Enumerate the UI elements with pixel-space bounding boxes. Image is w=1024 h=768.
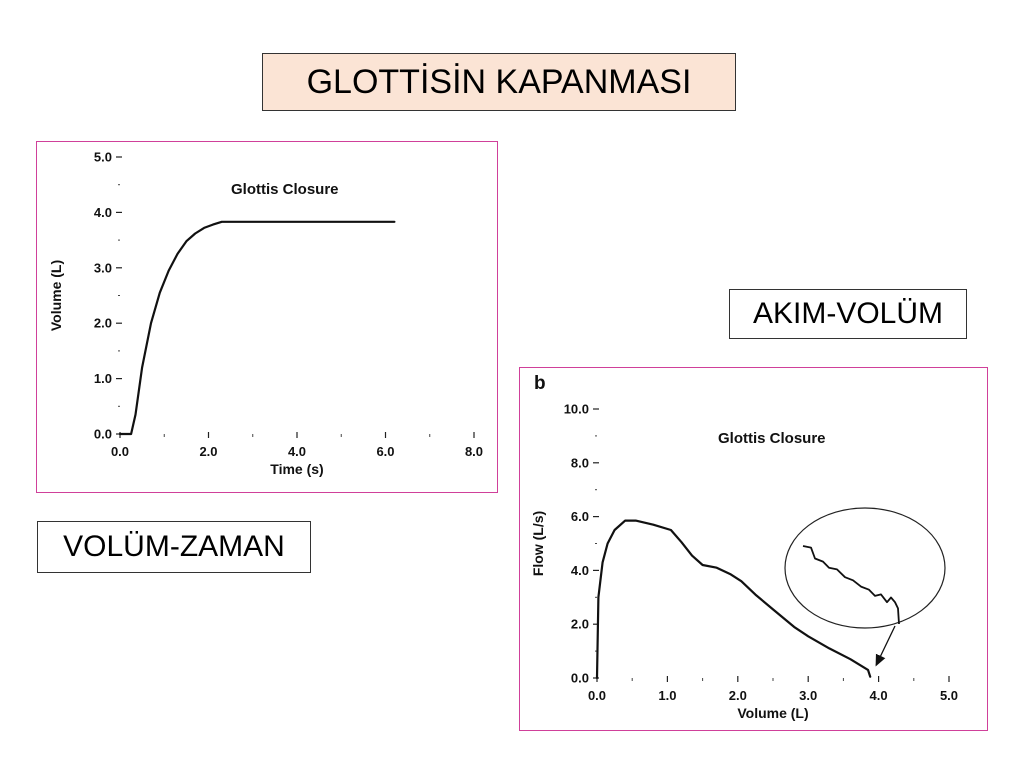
x-tick-label: 3.0 [799,688,817,703]
x-tick-label: 1.0 [658,688,676,703]
y-tick-label: 1.0 [94,371,112,386]
y-axis-title: Flow (L/s) [530,511,546,576]
y-tick-label: 0.0 [94,427,112,442]
y-tick-label: 8.0 [571,455,589,470]
y-tick-label: 10.0 [564,402,589,417]
y-tick-label: 5.0 [94,150,112,165]
y-axis-title: Volume (L) [48,260,64,331]
chart-title: Glottis Closure [718,430,826,447]
y-tick-label: 0.0 [571,671,589,686]
x-tick-label: 5.0 [940,688,958,703]
x-tick-label: 0.0 [111,444,129,459]
zoom-arrow [875,625,896,667]
panel-letter-b: b [534,373,546,394]
volume-time-label: VOLÜM-ZAMAN [37,521,311,573]
volume-time-panel: 0.0 1.0 2.0 3.0 4.0 5.0 0.0 2.0 4.0 6.0 8.0 Time (s… [36,141,498,493]
x-tick-label: 4.0 [288,444,306,459]
flow-volume-panel: 0.0 2.0 4.0 6.0 8.0 10.0 0.0 1.0 2.0 3.0 4.0 5.0 Vol… [519,367,988,731]
y-tick-label: 2.0 [571,617,589,632]
chart-title: Glottis Closure [231,181,339,198]
zoom-inset-ellipse [784,507,946,629]
x-tick-label: 2.0 [729,688,747,703]
y-tick-label: 6.0 [571,509,589,524]
volume-time-chart: 0.0 1.0 2.0 3.0 4.0 5.0 0.0 2.0 4.0 6.0 8.0 Time (s… [48,150,483,478]
y-tick-label: 3.0 [94,260,112,275]
series-line [595,519,872,680]
y-tick-label: 2.0 [94,316,112,331]
x-axis-title: Volume (L) [737,705,808,721]
y-tick-label: 4.0 [94,205,112,220]
y-tick-label: 4.0 [571,563,589,578]
zoom-inset-trace [802,545,900,625]
x-axis-title: Time (s) [270,461,323,477]
x-tick-label: 4.0 [870,688,888,703]
flow-volume-label: AKIM-VOLÜM [729,289,967,339]
series-line [118,220,396,436]
x-tick-label: 0.0 [588,688,606,703]
slide-title: GLOTTİSİN KAPANMASI [262,53,736,111]
flow-volume-chart: 0.0 2.0 4.0 6.0 8.0 10.0 0.0 1.0 2.0 3.0 4.0 5.0 Vol… [530,373,958,721]
x-tick-label: 2.0 [199,444,217,459]
x-tick-label: 6.0 [376,444,394,459]
x-tick-label: 8.0 [465,444,483,459]
